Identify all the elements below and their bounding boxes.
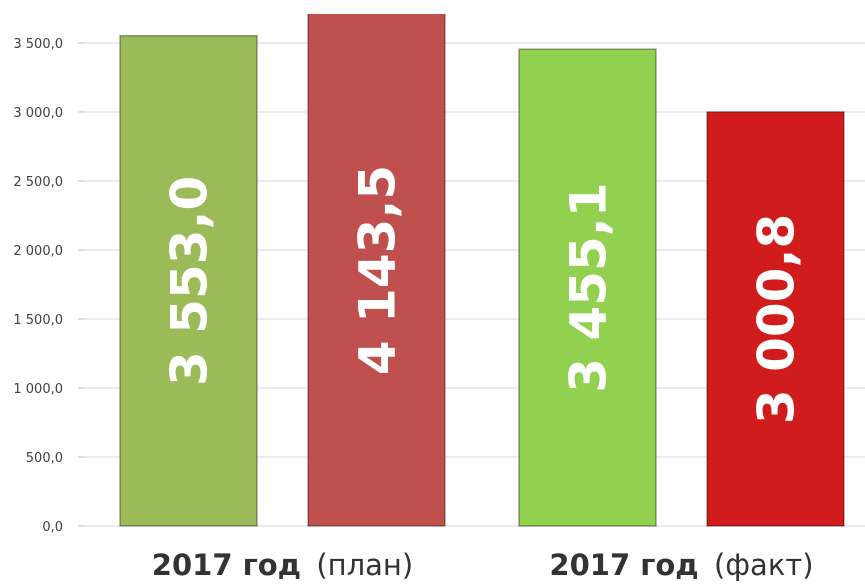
y-tick-label: 2 500,0 (13, 175, 63, 190)
x-tick-label: 2017 год (факт) (549, 548, 813, 582)
y-tick-label: 2 000,0 (13, 244, 63, 259)
x-tick-label: 2017 год (план) (152, 548, 413, 582)
y-tick-label: 3 000,0 (13, 106, 63, 121)
y-tick-label: 3 500,0 (13, 37, 63, 52)
bar (119, 34, 258, 527)
bar (706, 111, 845, 527)
x-label-note: (план) (316, 548, 413, 582)
x-label-main: 2017 год (549, 548, 698, 582)
y-tick-label: 1 000,0 (13, 382, 63, 397)
value-label: 4 143,5 (349, 165, 407, 375)
y-tick-label: 1 500,0 (13, 313, 63, 328)
x-label-note: (факт) (714, 548, 814, 582)
bar (518, 48, 657, 527)
value-label: 3 455,1 (560, 182, 618, 392)
y-tick-label: 0,0 (42, 520, 63, 535)
bars (119, 14, 845, 527)
y-tick-label: 500,0 (26, 451, 63, 466)
value-label: 3 553,0 (161, 176, 219, 386)
x-label-main: 2017 год (152, 548, 301, 582)
bar (307, 14, 446, 527)
labels: 3 553,0 4 143,5 2017 год (план) 3 455,1 3 00… (152, 165, 814, 582)
value-label: 3 000,8 (748, 214, 806, 424)
